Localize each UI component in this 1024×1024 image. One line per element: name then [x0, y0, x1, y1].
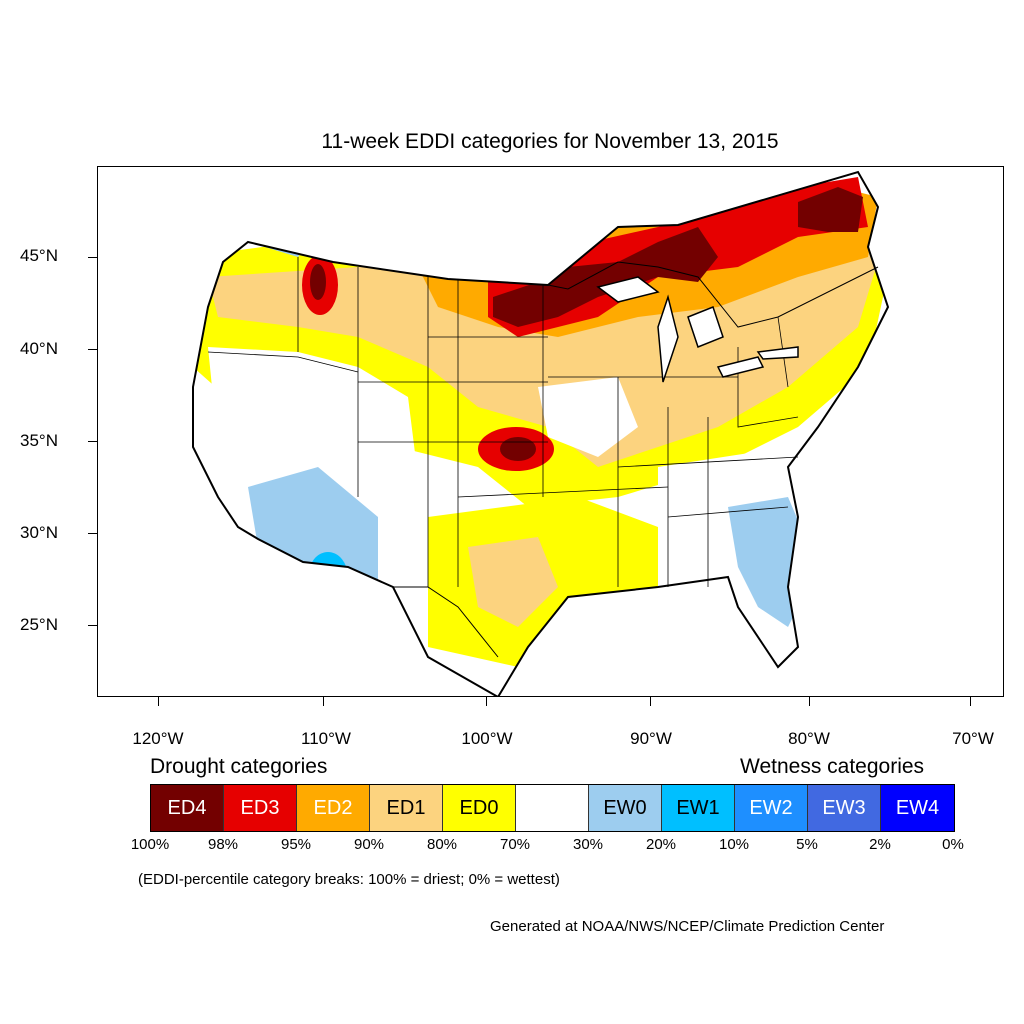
lon-tick [650, 697, 651, 706]
eddi-map [192, 170, 890, 696]
legend-box-ed1: ED1 [370, 785, 443, 831]
lon-label-80w: 80°W [788, 729, 830, 748]
legend-break-label: 20% [645, 836, 677, 853]
lon-tick [158, 697, 159, 706]
lat-tick [88, 625, 97, 626]
lat-tick [88, 441, 97, 442]
ed1-region-texas [468, 537, 558, 627]
neutral-great-basin [208, 347, 418, 507]
lat-label-40n: 40°N [20, 339, 58, 358]
lon-label-110w: 110°W [301, 729, 351, 748]
great-lakes [596, 276, 799, 383]
drought-heading: Drought categories [150, 755, 328, 778]
neutral-plains [538, 377, 638, 457]
legend-box-ew2: EW2 [735, 785, 808, 831]
coastline [192, 170, 890, 696]
legend-box-ed3: ED3 [224, 785, 297, 831]
legend-box-ew4: EW4 [881, 785, 954, 831]
legend-break-label: 95% [280, 836, 312, 853]
lon-tick [323, 697, 324, 706]
us-mexico-border [257, 538, 499, 658]
legend-break-label: 10% [718, 836, 750, 853]
legend-break-label: 0% [942, 836, 964, 853]
legend-box-ed0: ED0 [443, 785, 516, 831]
legend-box-ew0: EW0 [589, 785, 662, 831]
lon-label-70w: 70°W [952, 729, 994, 748]
legend-box-ew1: EW1 [662, 785, 735, 831]
legend-box-ed4: ED4 [151, 785, 224, 831]
lat-tick [88, 349, 97, 350]
legend-break-label: 80% [426, 836, 458, 853]
lon-tick [809, 697, 810, 706]
legend-break-label: 90% [353, 836, 385, 853]
lon-tick [486, 697, 487, 706]
lon-label-90w: 90°W [630, 729, 672, 748]
ed4-region-kansas [500, 437, 536, 461]
lon-tick [970, 697, 971, 706]
ed4-region [493, 227, 718, 327]
lat-label-25n: 25°N [20, 615, 58, 634]
legend-colorbar: ED4 ED3 ED2 ED1 ED0 EW0 EW1 EW2 EW3 EW4 [150, 784, 955, 832]
ed4-region-idaho [310, 264, 326, 300]
ed4-region-quebec [798, 187, 863, 232]
legend-box-neutral [516, 785, 589, 831]
ew0-region-baja [248, 547, 298, 657]
us-canada-border [247, 241, 879, 328]
map-panel [97, 166, 1004, 697]
ew3-region-washington [258, 211, 278, 223]
wetness-heading: Wetness categories [740, 755, 925, 778]
map-title: 11-week EDDI categories for November 13,… [321, 130, 779, 153]
legend-box-ed2: ED2 [297, 785, 370, 831]
lon-label-100w: 100°W [461, 729, 513, 748]
lon-label-120w: 120°W [132, 729, 184, 748]
lat-tick [88, 257, 97, 258]
lat-label-35n: 35°N [20, 431, 58, 450]
credit-line: Generated at NOAA/NWS/NCEP/Climate Predi… [490, 918, 885, 935]
legend-box-ew3: EW3 [808, 785, 881, 831]
legend-break-label: 30% [572, 836, 604, 853]
legend-break-label: 5% [796, 836, 818, 853]
ew1-region-sonora [308, 552, 348, 602]
state-boundaries [207, 257, 799, 587]
lat-tick [88, 533, 97, 534]
ew1-region-washington [243, 195, 313, 239]
ew2-region-washington [253, 205, 293, 229]
lat-label-30n: 30°N [20, 523, 58, 542]
legend-break-label: 100% [130, 836, 170, 853]
lat-label-45n: 45°N [20, 246, 58, 265]
legend-break-label: 2% [869, 836, 891, 853]
legend-note: (EDDI-percentile category breaks: 100% =… [138, 871, 560, 888]
legend-break-label: 70% [499, 836, 531, 853]
ew0-region-northwest [228, 172, 328, 257]
legend-break-label: 98% [207, 836, 239, 853]
